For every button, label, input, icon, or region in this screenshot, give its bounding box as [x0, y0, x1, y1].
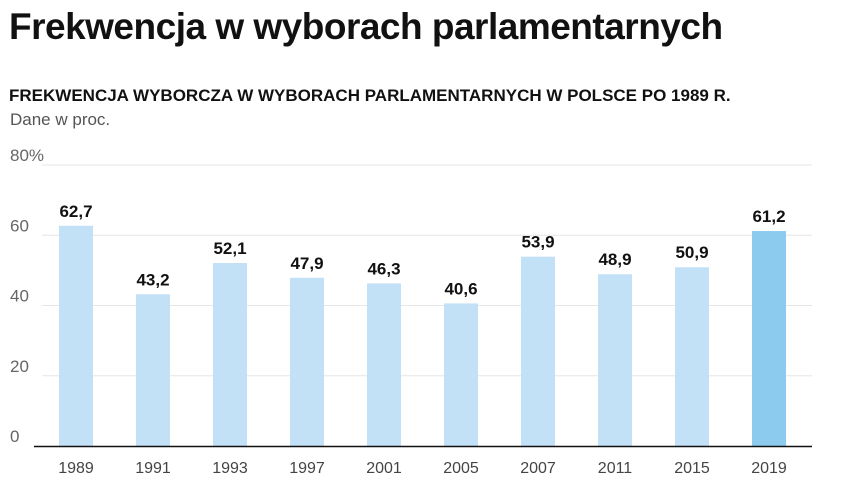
x-tick-label: 2019	[751, 460, 787, 477]
data-label: 48,9	[598, 250, 631, 269]
data-label: 62,7	[59, 202, 92, 221]
y-tick-label: 20	[10, 357, 29, 376]
data-label: 53,9	[521, 233, 554, 252]
data-label: 61,2	[752, 207, 785, 226]
x-tick-label: 1989	[58, 460, 94, 477]
x-tick-label: 2007	[520, 460, 556, 477]
x-tick-label: 2011	[598, 460, 633, 477]
y-tick-label: 40	[10, 287, 29, 306]
x-tick-label: 1993	[212, 460, 248, 477]
y-tick-label: 0	[10, 427, 19, 446]
x-tick-label: 1991	[135, 460, 171, 477]
x-tick-label: 2005	[443, 460, 479, 477]
bar-1989	[59, 225, 93, 446]
x-tick-label: 2001	[366, 460, 402, 477]
bar-1993	[213, 262, 247, 446]
y-tick-label: 80%	[10, 146, 44, 165]
bar-2001	[367, 283, 401, 446]
bar-1991	[136, 294, 170, 446]
data-label: 50,9	[675, 243, 708, 262]
bar-2007	[521, 256, 555, 446]
x-tick-label: 1997	[289, 460, 325, 477]
unit-note: Dane w proc.	[10, 110, 111, 129]
page-title: Frekwencja w wyborach parlamentarnych	[9, 6, 723, 47]
y-tick-label: 60	[10, 216, 29, 235]
x-tick-label: 2015	[674, 460, 710, 477]
data-label: 43,2	[136, 270, 169, 289]
bar-2019	[752, 231, 786, 446]
bar-2005	[444, 303, 478, 446]
bar-2011	[598, 274, 632, 446]
data-label: 47,9	[290, 254, 323, 273]
data-label: 40,6	[444, 279, 477, 298]
data-label: 46,3	[367, 259, 400, 278]
bar-1997	[290, 277, 324, 446]
data-label: 52,1	[213, 239, 246, 258]
bar-2015	[675, 267, 709, 446]
chart-subtitle: FREKWENCJA WYBORCZA W WYBORACH PARLAMENT…	[9, 86, 731, 105]
